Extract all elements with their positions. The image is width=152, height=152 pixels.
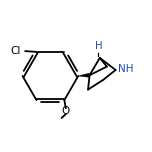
Text: Cl: Cl — [11, 46, 21, 56]
Text: O: O — [62, 106, 70, 116]
Polygon shape — [78, 73, 90, 77]
Text: NH: NH — [118, 64, 134, 74]
Text: H: H — [95, 41, 102, 51]
